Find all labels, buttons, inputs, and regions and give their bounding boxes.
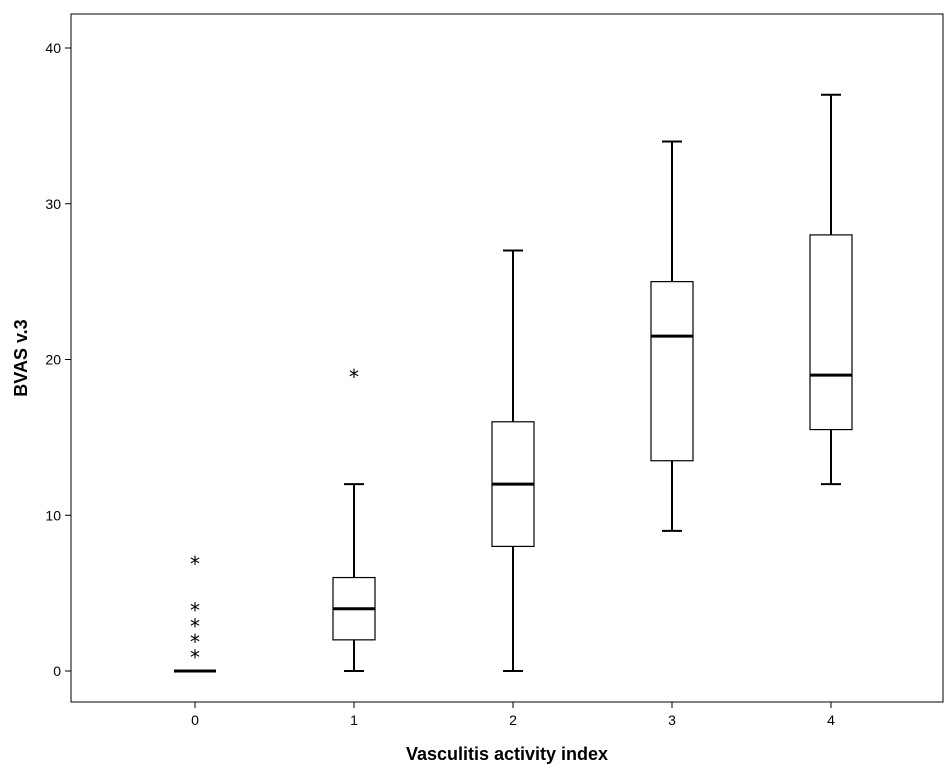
x-axis-title: Vasculitis activity index: [406, 744, 608, 764]
plot-frame: [70, 13, 944, 703]
box-series: ******: [174, 93, 853, 673]
y-tick-label: 20: [45, 352, 61, 368]
outlier-star: *: [190, 599, 200, 623]
y-axis-title: BVAS v.3: [11, 319, 31, 396]
box-group-4: [809, 93, 853, 486]
box-group-3: [650, 140, 694, 532]
outlier-star: *: [190, 614, 200, 638]
y-tick-label: 30: [45, 196, 61, 212]
box-group-2: [491, 249, 535, 672]
outlier-star: *: [190, 645, 200, 669]
x-tick-label: 1: [350, 712, 358, 728]
y-tick-label: 40: [45, 40, 61, 56]
outlier-star: *: [349, 365, 359, 389]
x-tick-label: 4: [827, 712, 835, 728]
outlier-star: *: [190, 552, 200, 576]
x-tick-label: 0: [191, 712, 199, 728]
x-axis: 0 1 2 3 4: [191, 702, 835, 728]
x-tick-label: 3: [668, 712, 676, 728]
y-tick-label: 0: [53, 663, 61, 679]
box-group-0: *****: [174, 552, 216, 673]
y-tick-label: 10: [45, 507, 61, 523]
x-tick-label: 2: [509, 712, 517, 728]
iqr-box: [650, 281, 694, 462]
outlier-star: *: [190, 630, 200, 654]
y-axis: 0 10 20 30 40: [45, 40, 71, 679]
box-group-1: *: [332, 365, 376, 672]
iqr-box: [809, 234, 853, 431]
